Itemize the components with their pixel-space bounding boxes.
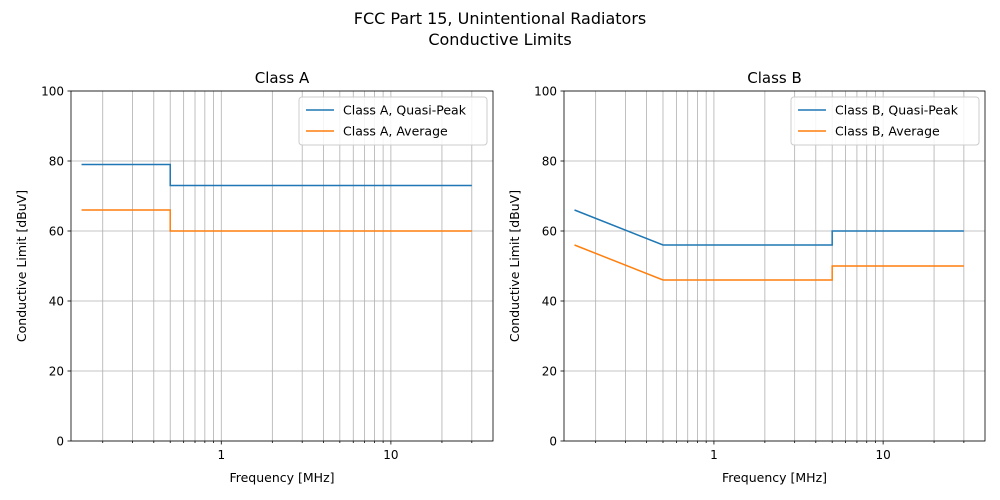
series-lines [574,209,964,281]
y-tick-label: 100 [534,85,557,99]
y-axis-label: Conductive Limit [dBuV] [14,190,29,342]
legend-box [298,96,488,146]
legend-label: Class A, Quasi-Peak [343,103,467,118]
y-axis-label: Conductive Limit [dBuV] [507,190,522,342]
figure-title: FCC Part 15, Unintentional Radiators [354,9,646,28]
series-line-quasi-peak [81,163,472,187]
y-tick-label: 0 [56,435,64,449]
figure-subtitle: Conductive Limits [428,30,571,49]
legend-label: Class B, Average [835,124,940,139]
chart-title: Class A [255,69,310,87]
x-tick-label: 1 [217,448,225,462]
legend: Class B, Quasi-Peak Class B, Average [790,96,980,146]
x-axis-label: Frequency [MHz] [229,470,334,485]
x-tick-label: 10 [383,448,398,462]
y-tick-label: 40 [49,295,64,309]
y-tick-label: 60 [542,225,557,239]
y-tick-label: 0 [549,435,557,449]
series-line-quasi-peak [574,209,964,246]
y-tick-label: 80 [49,155,64,169]
legend: Class A, Quasi-Peak Class A, Average [298,96,488,146]
series-lines [81,163,472,232]
y-tick-label: 100 [41,85,64,99]
y-tick-label: 60 [49,225,64,239]
y-tick-label: 40 [542,295,557,309]
plot-frame [563,90,986,442]
chart-title: Class B [747,69,802,87]
y-tick-label: 80 [542,155,557,169]
legend-label: Class A, Average [343,124,448,139]
legend-box [790,96,980,146]
series-line-average [574,244,964,281]
series-line-average [81,209,472,232]
plot-frame [70,90,494,442]
x-tick-label: 10 [875,448,890,462]
x-axis-label: Frequency [MHz] [722,470,827,485]
y-tick-label: 20 [49,365,64,379]
legend-label: Class B, Quasi-Peak [835,103,959,118]
y-tick-label: 20 [542,365,557,379]
x-tick-label: 1 [710,448,718,462]
